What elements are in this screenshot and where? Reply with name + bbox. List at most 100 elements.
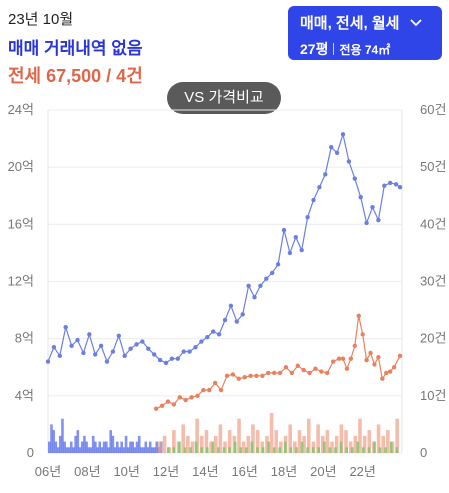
- jeonse-price-point: [260, 373, 265, 379]
- monthly-volume-bar: [183, 447, 187, 453]
- jeonse-price-point: [313, 366, 318, 371]
- sale-price-point: [175, 356, 180, 361]
- jeonse-volume-bar: [162, 435, 167, 453]
- sale-price-point: [299, 247, 304, 253]
- sale-price-point: [211, 329, 216, 334]
- monthly-volume-bar: [350, 447, 354, 453]
- jeonse-volume-bar: [320, 435, 325, 453]
- jeonse-volume-bar: [316, 424, 320, 453]
- jeonse-volume-bar: [358, 418, 362, 453]
- sale-price-point: [169, 356, 175, 361]
- jeonse-price-line: [155, 315, 401, 410]
- sale-volume-bar: [140, 447, 143, 453]
- monthly-volume-bar: [245, 447, 248, 453]
- x-tick-label: 10년: [113, 464, 139, 479]
- jeonse-volume-bar: [283, 435, 288, 453]
- jeonse-price-point: [380, 376, 385, 381]
- sale-volume-bar: [129, 441, 132, 453]
- sale-volume-bar: [48, 441, 51, 453]
- sale-price-point: [334, 150, 340, 156]
- jeonse-price-point: [254, 373, 259, 379]
- sale-price-point: [116, 333, 122, 339]
- monthly-volume-bar: [272, 447, 276, 453]
- deal-type-filter-button[interactable]: 매매, 전세, 월세 27평 전용 74㎡: [288, 6, 442, 60]
- pyeong-label: 27평: [300, 41, 329, 57]
- sale-price-point: [163, 360, 169, 366]
- sale-price-point: [305, 214, 310, 220]
- sale-price-point: [293, 234, 298, 240]
- sale-volume-bar: [58, 435, 62, 453]
- jeonse-volume-bar: [218, 424, 223, 453]
- jeonse-volume-bar: [209, 441, 213, 453]
- sale-volume-bar: [78, 447, 82, 453]
- sale-price-point: [152, 352, 157, 357]
- sale-price-point: [199, 339, 204, 344]
- chart-grid: [47, 109, 403, 454]
- jeonse-volume-bar: [353, 435, 358, 453]
- monthly-volume-bar: [206, 447, 209, 453]
- monthly-volume-bar: [217, 447, 220, 453]
- sale-volume-bar: [65, 447, 69, 453]
- monthly-volume-bar: [228, 447, 231, 453]
- sale-volume-bar: [96, 447, 99, 453]
- sale-volume-bar: [83, 435, 86, 453]
- sale-price-point: [329, 144, 334, 150]
- jeonse-volume-bar: [204, 430, 209, 453]
- current-month: 23년 10월: [8, 11, 74, 28]
- x-tick-label: 22년: [349, 464, 375, 479]
- jeonse-price-point: [384, 370, 389, 376]
- jeonse-price-point: [201, 387, 206, 393]
- monthly-volume-bar: [278, 447, 282, 453]
- monthly-volume-bar: [345, 447, 348, 453]
- sale-price-point: [122, 353, 127, 359]
- sale-price-point: [193, 345, 198, 350]
- sale-price-point: [140, 339, 145, 344]
- sale-price-point: [222, 317, 228, 323]
- y-tick-label-left: 24억: [8, 102, 34, 117]
- jeonse-volume-bar: [213, 435, 218, 453]
- y-tick-label-left: 16억: [8, 216, 34, 231]
- price-compare-button[interactable]: VS 가격비교: [167, 82, 281, 114]
- sale-volume-bar: [111, 435, 115, 453]
- jeonse-volume-bar: [167, 447, 172, 453]
- jeonse-volume-bar: [232, 435, 237, 453]
- sale-price-point: [63, 325, 68, 330]
- sale-volume-bar: [118, 447, 121, 453]
- jeonse-volume-bar: [293, 441, 297, 453]
- monthly-volume-bar: [200, 447, 204, 453]
- jeonse-price-point: [165, 399, 171, 404]
- jeonse-volume-bar: [246, 435, 251, 453]
- sale-price-point: [258, 283, 263, 288]
- sale-volume-bar: [87, 447, 91, 453]
- sale-volume-bar: [102, 441, 106, 453]
- jeonse-price-point: [301, 367, 306, 373]
- monthly-volume-bar: [395, 447, 399, 453]
- sale-price-point: [157, 357, 163, 363]
- jeonse-price-point: [319, 369, 324, 374]
- sale-price-point: [287, 250, 293, 256]
- x-tick-label: 16년: [231, 464, 257, 479]
- y-tick-label-left: 0: [27, 445, 34, 460]
- sale-volume-bar: [91, 435, 95, 453]
- sale-price-point: [110, 349, 116, 354]
- jeonse-summary: 전세 67,500 / 4건: [8, 66, 143, 86]
- monthly-volume-bar: [178, 441, 181, 453]
- x-tick-label: 08년: [74, 464, 100, 479]
- monthly-volume-bar: [328, 447, 332, 453]
- jeonse-price-point: [195, 393, 200, 399]
- sale-volume-bar: [54, 441, 58, 453]
- sale-volume-bar: [107, 447, 110, 453]
- sale-price-point: [205, 335, 210, 340]
- y-tick-label-right: 50건: [420, 159, 446, 174]
- sale-volume-bar: [109, 430, 113, 453]
- jeonse-volume-bar: [190, 441, 195, 453]
- sale-volume-bar: [85, 441, 88, 453]
- jeonse-volume-bar: [265, 435, 269, 453]
- sale-price-point: [216, 332, 222, 337]
- monthly-volume-bar: [334, 447, 337, 453]
- x-tick-label: 20년: [310, 464, 336, 479]
- sale-price-point: [393, 182, 399, 187]
- monthly-volume-bar: [311, 447, 315, 453]
- jeonse-volume-bar: [334, 435, 339, 453]
- jeonse-volume-bar: [330, 441, 334, 453]
